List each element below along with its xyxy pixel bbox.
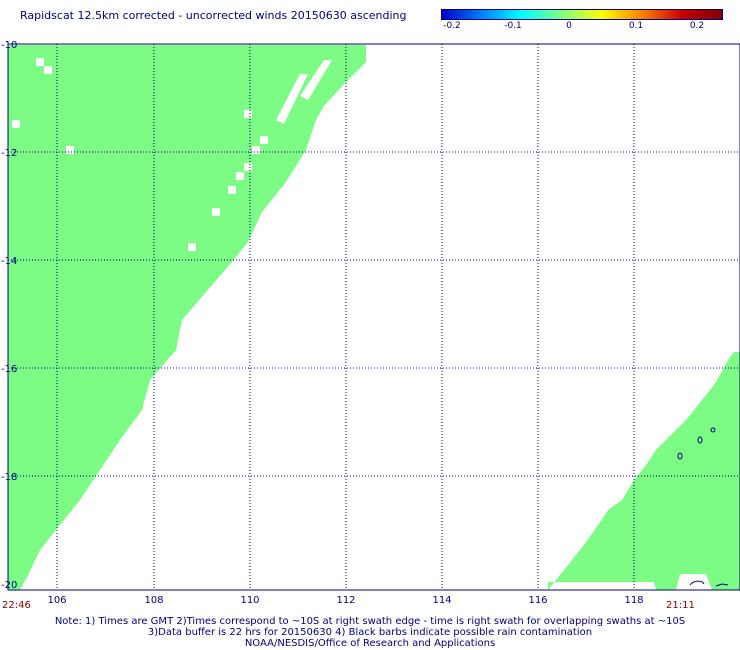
swath-left [8,45,366,590]
lon-label: 116 [528,595,547,606]
data-gap [36,58,44,66]
lon-label: 106 [47,595,66,606]
left-swath-time: 22:46 [2,600,31,611]
data-gap [260,136,268,144]
lat-label: -20 [1,580,17,591]
data-gap [244,163,252,171]
chart-title: Rapidscat 12.5km corrected - uncorrected… [20,9,407,22]
data-gap [300,60,332,100]
lat-label: -12 [1,148,17,159]
lat-label: -10 [1,40,17,51]
lon-label: 114 [432,595,451,606]
lon-label: 110 [240,595,259,606]
swath-right [548,352,740,590]
map-frame [7,43,740,591]
data-gap [252,146,260,154]
right-swath-time: 21:11 [666,600,695,611]
colorbar [441,9,723,20]
lat-label: -14 [1,256,17,267]
data-gap [276,74,308,124]
colorbar-tick-label: 0.1 [628,21,644,31]
colorbar-tick-label: -0.2 [443,21,461,31]
data-gap [66,146,74,154]
colorbar-tick-label: 0.2 [689,21,705,31]
data-gap [244,110,252,118]
note-line-3: NOAA/NESDIS/Office of Research and Appli… [244,638,496,649]
lon-label: 108 [144,595,163,606]
note-line-2: 3)Data buffer is 22 hrs for 20150630 4) … [147,627,593,638]
lon-label: 112 [336,595,355,606]
data-gap [44,66,52,74]
lat-labels: -10 -12 -14 -16 -18 -20 [1,40,17,591]
colorbar-tick-label: 0 [566,21,572,31]
lon-labels: 106 108 110 112 114 116 118 [47,595,643,606]
lon-label: 118 [624,595,643,606]
island-outlines [677,427,729,587]
data-gap [12,120,20,128]
note-line-1: Note: 1) Times are GMT 2)Times correspon… [54,616,686,627]
lat-label: -18 [1,472,17,483]
colorbar-tick-label: -0.1 [504,21,522,31]
data-gap [188,243,196,251]
data-gap [212,208,220,216]
lat-label: -16 [1,364,17,375]
data-gap [228,186,236,194]
data-gap [236,172,244,180]
